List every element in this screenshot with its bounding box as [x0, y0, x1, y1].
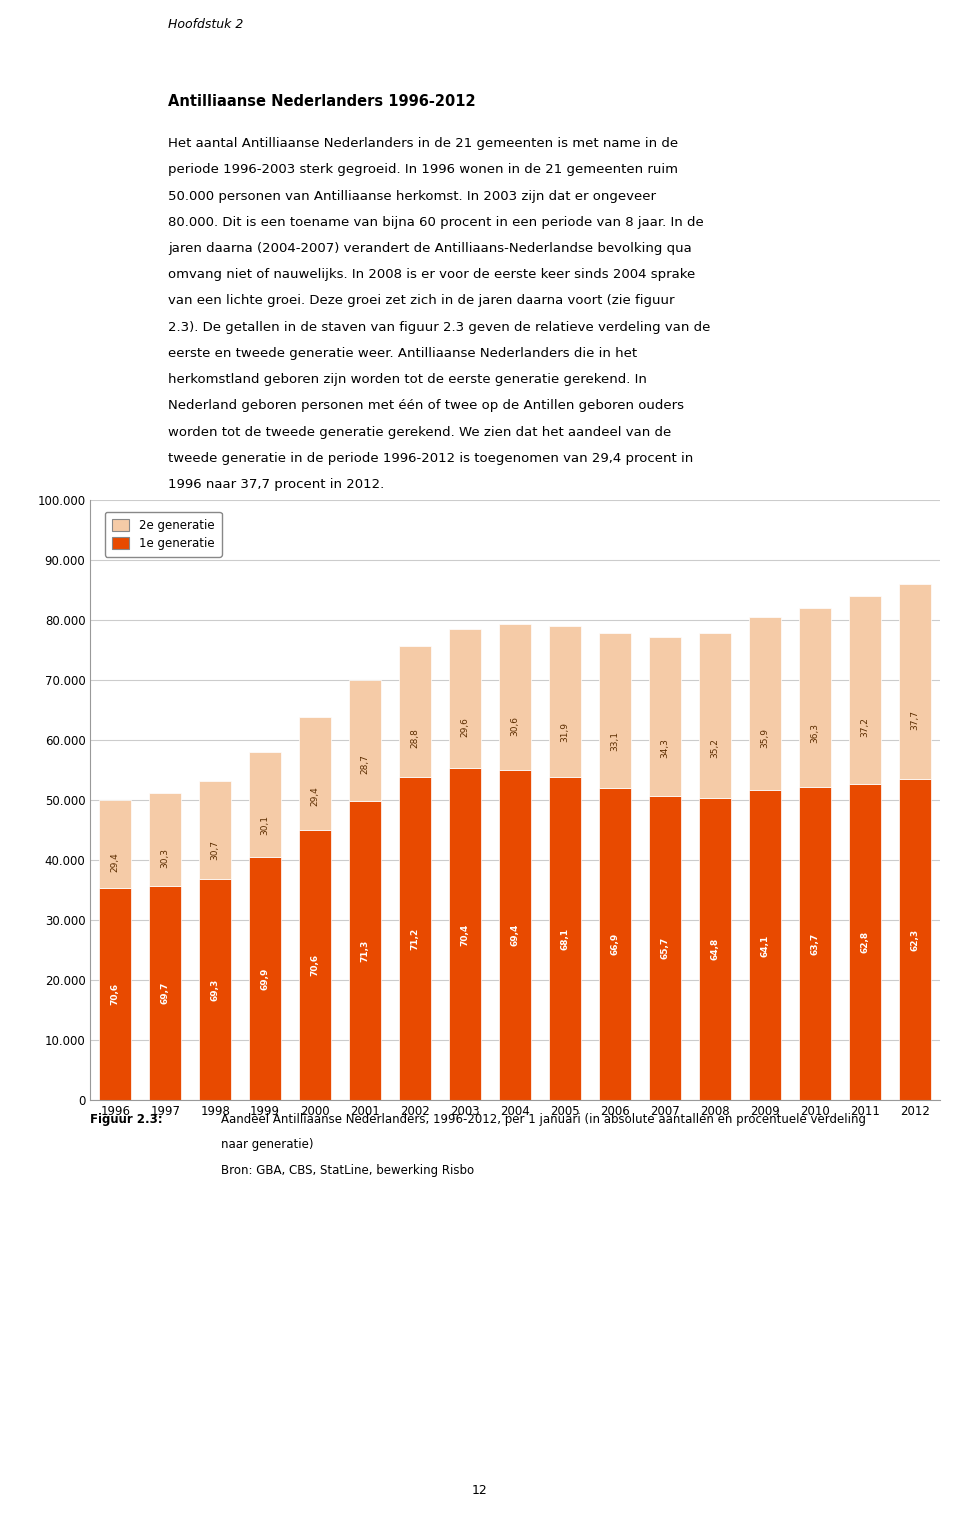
Bar: [499, 625, 531, 770]
Bar: [699, 797, 732, 1100]
Text: Aandeel Antilliaanse Nederlanders, 1996-2012, per 1 januari (in absolute aantall: Aandeel Antilliaanse Nederlanders, 1996-…: [221, 1113, 866, 1126]
Bar: [649, 637, 682, 796]
Text: 29,6: 29,6: [461, 716, 469, 736]
Text: tweede generatie in de periode 1996-2012 is toegenomen van 29,4 procent in: tweede generatie in de periode 1996-2012…: [168, 451, 693, 465]
Text: 30,6: 30,6: [511, 716, 519, 736]
Text: 12: 12: [472, 1483, 488, 1497]
Text: 70,6: 70,6: [311, 954, 320, 977]
Text: 37,7: 37,7: [910, 710, 920, 730]
Bar: [99, 800, 132, 888]
Text: 64,8: 64,8: [710, 937, 719, 960]
Text: 2.3). De getallen in de staven van figuur 2.3 geven de relatieve verdeling van d: 2.3). De getallen in de staven van figuu…: [168, 320, 710, 334]
Text: 70,6: 70,6: [110, 983, 120, 1006]
Bar: [599, 632, 632, 788]
Bar: [749, 617, 781, 791]
Bar: [299, 831, 331, 1100]
Text: 33,1: 33,1: [611, 732, 619, 751]
Text: 1996 naar 37,7 procent in 2012.: 1996 naar 37,7 procent in 2012.: [168, 479, 384, 491]
Bar: [699, 632, 732, 797]
Text: 29,4: 29,4: [110, 852, 120, 872]
Bar: [348, 800, 381, 1100]
Text: 71,3: 71,3: [361, 939, 370, 962]
Text: 71,2: 71,2: [411, 928, 420, 949]
Bar: [549, 777, 581, 1100]
Bar: [249, 856, 281, 1100]
Text: 50.000 personen van Antilliaanse herkomst. In 2003 zijn dat er ongeveer: 50.000 personen van Antilliaanse herkoms…: [168, 189, 656, 203]
Text: Nederland geboren personen met één of twee op de Antillen geboren ouders: Nederland geboren personen met één of tw…: [168, 399, 684, 413]
Bar: [149, 792, 181, 885]
Bar: [449, 629, 481, 768]
Bar: [849, 596, 881, 783]
Text: 35,2: 35,2: [710, 738, 719, 759]
Bar: [899, 779, 931, 1100]
Text: periode 1996-2003 sterk gegroeid. In 1996 wonen in de 21 gemeenten ruim: periode 1996-2003 sterk gegroeid. In 199…: [168, 163, 678, 177]
Bar: [449, 768, 481, 1100]
Text: 30,7: 30,7: [210, 840, 220, 860]
Text: 62,3: 62,3: [910, 928, 920, 951]
Text: 37,2: 37,2: [860, 718, 870, 738]
Bar: [749, 791, 781, 1100]
Text: 69,9: 69,9: [261, 968, 270, 989]
Text: herkomstland geboren zijn worden tot de eerste generatie gerekend. In: herkomstland geboren zijn worden tot de …: [168, 373, 647, 386]
Text: naar generatie): naar generatie): [221, 1138, 313, 1152]
Text: 30,1: 30,1: [261, 815, 270, 835]
Text: 65,7: 65,7: [660, 937, 669, 959]
Bar: [199, 879, 231, 1100]
Text: 31,9: 31,9: [561, 722, 569, 742]
Bar: [649, 796, 682, 1100]
Text: Hoofdstuk 2: Hoofdstuk 2: [168, 18, 244, 32]
Text: 62,8: 62,8: [860, 931, 870, 952]
Bar: [299, 718, 331, 831]
Text: 28,8: 28,8: [411, 728, 420, 748]
Bar: [398, 646, 431, 777]
Text: 68,1: 68,1: [561, 928, 569, 949]
Bar: [549, 626, 581, 777]
Text: 69,4: 69,4: [511, 924, 519, 946]
Text: 29,4: 29,4: [311, 786, 320, 806]
Text: 34,3: 34,3: [660, 738, 669, 757]
Bar: [149, 885, 181, 1100]
Text: eerste en tweede generatie weer. Antilliaanse Nederlanders die in het: eerste en tweede generatie weer. Antilli…: [168, 347, 637, 360]
Bar: [599, 788, 632, 1100]
Bar: [199, 780, 231, 879]
Text: 28,7: 28,7: [361, 754, 370, 774]
Text: 70,4: 70,4: [461, 924, 469, 945]
Legend: 2e generatie, 1e generatie: 2e generatie, 1e generatie: [105, 512, 222, 556]
Bar: [799, 608, 831, 786]
Text: 36,3: 36,3: [810, 722, 820, 744]
Text: 66,9: 66,9: [611, 933, 619, 956]
Text: 30,3: 30,3: [160, 847, 170, 869]
Text: 69,3: 69,3: [210, 978, 220, 1001]
Text: 63,7: 63,7: [810, 933, 820, 954]
Text: Figuur 2.3:: Figuur 2.3:: [90, 1113, 163, 1126]
Bar: [849, 783, 881, 1100]
Text: omvang niet of nauwelijks. In 2008 is er voor de eerste keer sinds 2004 sprake: omvang niet of nauwelijks. In 2008 is er…: [168, 268, 695, 282]
Text: worden tot de tweede generatie gerekend. We zien dat het aandeel van de: worden tot de tweede generatie gerekend.…: [168, 425, 671, 439]
Text: 64,1: 64,1: [760, 934, 769, 957]
Bar: [249, 751, 281, 856]
Text: Het aantal Antilliaanse Nederlanders in de 21 gemeenten is met name in de: Het aantal Antilliaanse Nederlanders in …: [168, 137, 678, 151]
Text: 80.000. Dit is een toename van bijna 60 procent in een periode van 8 jaar. In de: 80.000. Dit is een toename van bijna 60 …: [168, 216, 704, 229]
Bar: [99, 888, 132, 1100]
Bar: [799, 786, 831, 1100]
Bar: [348, 680, 381, 800]
Bar: [499, 770, 531, 1100]
Text: Antilliaanse Nederlanders 1996-2012: Antilliaanse Nederlanders 1996-2012: [168, 94, 475, 110]
Text: van een lichte groei. Deze groei zet zich in de jaren daarna voort (zie figuur: van een lichte groei. Deze groei zet zic…: [168, 294, 675, 308]
Bar: [398, 777, 431, 1100]
Text: Bron: GBA, CBS, StatLine, bewerking Risbo: Bron: GBA, CBS, StatLine, bewerking Risb…: [221, 1164, 474, 1178]
Text: jaren daarna (2004-2007) verandert de Antilliaans-Nederlandse bevolking qua: jaren daarna (2004-2007) verandert de An…: [168, 242, 692, 255]
Text: 35,9: 35,9: [760, 728, 769, 748]
Bar: [899, 584, 931, 779]
Text: 69,7: 69,7: [160, 981, 170, 1004]
